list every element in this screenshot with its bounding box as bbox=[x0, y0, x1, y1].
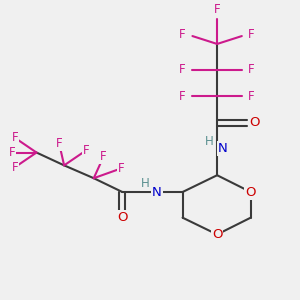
Text: F: F bbox=[179, 28, 186, 40]
Text: F: F bbox=[118, 162, 125, 175]
Text: F: F bbox=[248, 90, 255, 103]
Text: F: F bbox=[248, 63, 255, 76]
Text: O: O bbox=[212, 228, 222, 241]
Text: F: F bbox=[214, 3, 220, 16]
Text: N: N bbox=[152, 185, 162, 199]
Text: F: F bbox=[248, 28, 255, 40]
Text: F: F bbox=[56, 137, 62, 150]
Text: F: F bbox=[11, 131, 18, 144]
Text: F: F bbox=[179, 90, 186, 103]
Text: N: N bbox=[218, 142, 228, 155]
Text: F: F bbox=[11, 161, 18, 174]
Text: F: F bbox=[179, 63, 186, 76]
Text: H: H bbox=[205, 135, 214, 148]
Text: F: F bbox=[100, 150, 107, 163]
Text: F: F bbox=[8, 146, 15, 159]
Text: O: O bbox=[245, 185, 256, 199]
Text: O: O bbox=[117, 211, 128, 224]
Text: H: H bbox=[141, 177, 149, 190]
Text: O: O bbox=[249, 116, 260, 129]
Text: F: F bbox=[82, 144, 89, 157]
